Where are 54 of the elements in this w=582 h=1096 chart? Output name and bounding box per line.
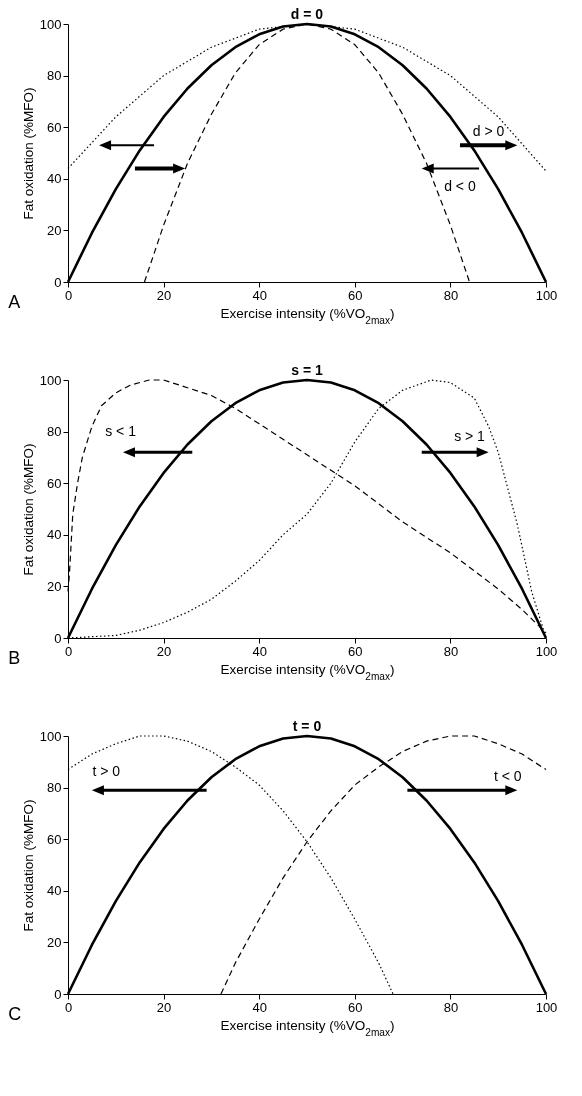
x-tick-label: 100: [535, 999, 558, 1015]
y-tick-label: 20: [47, 934, 62, 950]
x-tick-label: 80: [443, 643, 459, 659]
y-tick-label: 40: [47, 527, 62, 543]
x-tick-label: 0: [64, 287, 73, 303]
x-axis-title: Exercise intensity (%VO$_{2max}$): [220, 661, 395, 681]
series-label: t < 0: [493, 768, 522, 785]
y-tick-label: 20: [47, 222, 62, 238]
x-tick-label: 40: [252, 287, 267, 303]
x-tick-label: 20: [156, 287, 172, 303]
y-tick-label: 60: [47, 119, 62, 135]
y-axis-title: Fat oxidation (%MFO): [20, 443, 36, 576]
x-tick-label: 20: [156, 999, 172, 1015]
x-axis-title: Exercise intensity (%VO$_{2max}$): [220, 1017, 395, 1037]
y-tick-label: 60: [47, 475, 62, 491]
x-tick-label: 100: [535, 643, 558, 659]
text: A: [8, 291, 21, 312]
y-tick-label: 20: [47, 578, 62, 594]
y-tick-label: 0: [54, 274, 62, 290]
y-tick-label: 0: [54, 630, 62, 646]
y-axis-title: Fat oxidation (%MFO): [20, 799, 36, 932]
y-tick-label: 0: [54, 986, 62, 1002]
x-tick-label: 80: [443, 287, 459, 303]
y-tick-label: 80: [47, 424, 62, 440]
x-tick-label: 60: [348, 287, 363, 303]
series-label: s < 1: [105, 422, 137, 439]
x-tick-label: 80: [443, 999, 459, 1015]
series-label: t = 0: [292, 718, 322, 734]
series-label: s = 1: [291, 362, 323, 378]
text: B: [8, 647, 21, 668]
x-tick-label: 0: [64, 643, 73, 659]
x-tick-label: 20: [156, 643, 172, 659]
x-tick-label: 60: [348, 999, 363, 1015]
x-tick-label: 40: [252, 999, 267, 1015]
x-tick-label: 60: [348, 643, 363, 659]
y-tick-label: 40: [47, 171, 62, 187]
y-tick-label: 100: [39, 728, 62, 744]
y-tick-label: 60: [47, 831, 62, 847]
y-tick-label: 80: [47, 780, 62, 796]
x-tick-label: 100: [535, 287, 558, 303]
y-tick-label: 100: [39, 372, 62, 388]
series-label: s > 1: [454, 427, 486, 444]
legend-label: d < 0: [444, 177, 476, 194]
y-tick-label: 40: [47, 883, 62, 899]
series-label: d = 0: [290, 6, 324, 22]
x-axis-title: Exercise intensity (%VO$_{2max}$): [220, 305, 395, 325]
y-tick-label: 80: [47, 68, 62, 84]
text: C: [8, 1003, 22, 1024]
x-tick-label: 40: [252, 643, 267, 659]
series-label: t > 0: [92, 763, 121, 780]
y-axis-title: Fat oxidation (%MFO): [20, 87, 36, 220]
series-label: d > 0: [472, 123, 505, 140]
x-tick-label: 0: [64, 999, 73, 1015]
y-tick-label: 100: [39, 16, 62, 32]
